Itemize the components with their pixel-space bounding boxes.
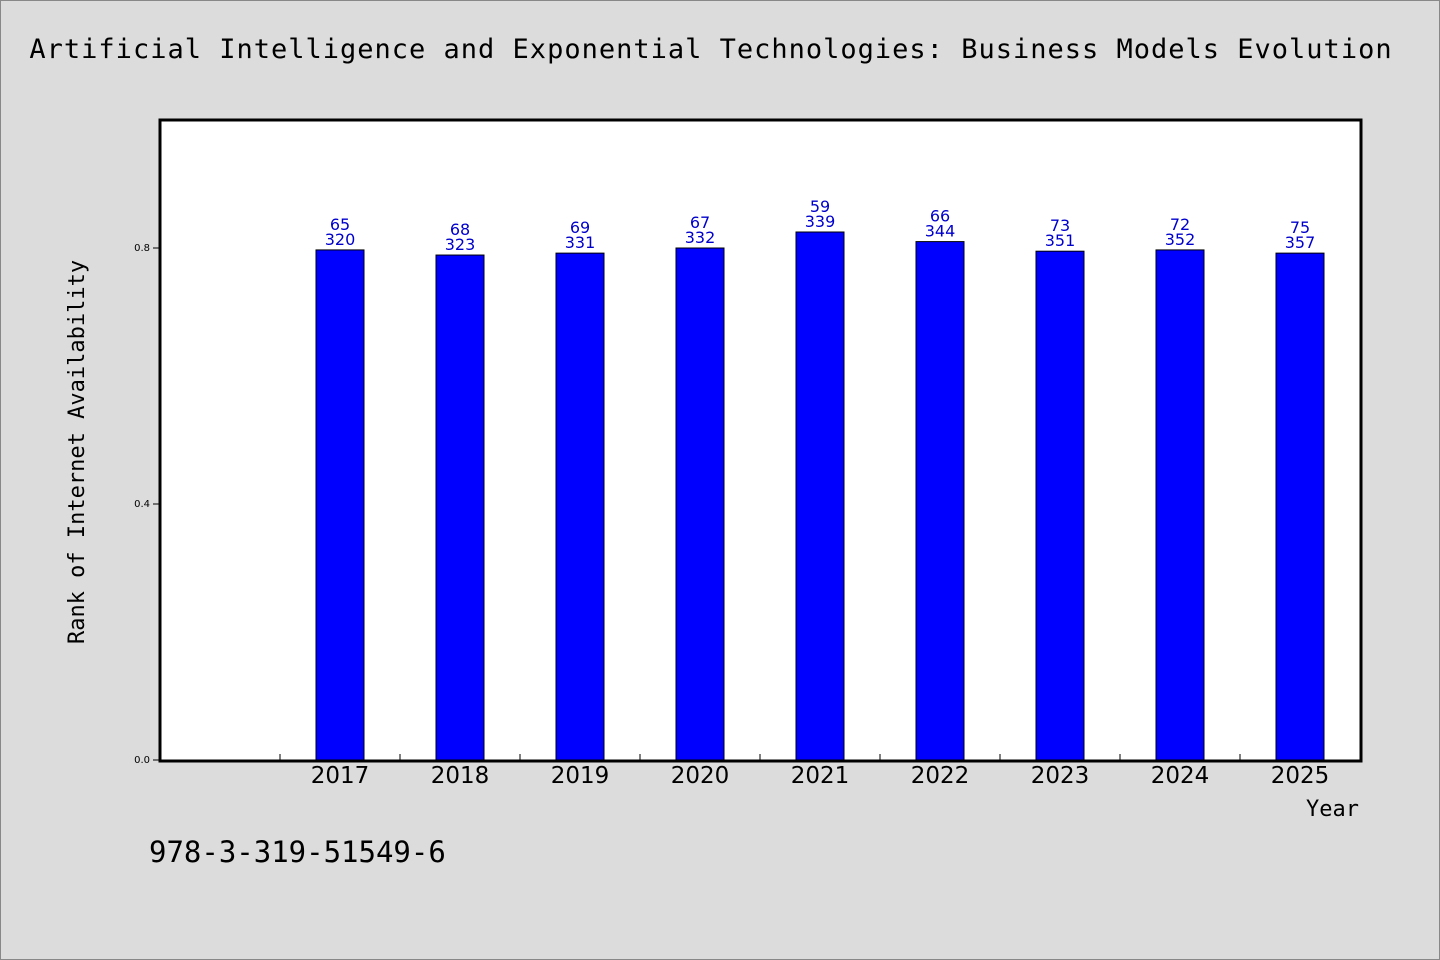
y-axis: 0.0 0.4 0.8: [134, 243, 160, 766]
bar-label-top: 73: [1050, 216, 1070, 235]
chart-title: Artificial Intelligence and Exponential …: [29, 34, 1393, 65]
bar-2024: [1155, 249, 1205, 761]
bar-2019: [555, 252, 605, 761]
bar-2018: [435, 254, 485, 761]
isbn-label: 978-3-319-51549-6: [149, 835, 446, 869]
y-axis-label: Rank of Internet Availability: [65, 260, 90, 644]
y-tick-label: 0.8: [134, 243, 150, 254]
bar-2022: [915, 241, 965, 761]
x-tick-label: 2020: [671, 763, 730, 789]
bar-label-top: 75: [1290, 218, 1310, 237]
bar-label-top: 65: [330, 215, 350, 234]
bar-label-bottom: 331: [565, 233, 596, 252]
y-tick-label: 0.0: [134, 755, 150, 766]
bar-label-top: 69: [570, 218, 590, 237]
bar-label-top: 68: [450, 220, 470, 239]
bar-label-top: 59: [810, 197, 830, 216]
x-tick-label: 2025: [1271, 763, 1330, 789]
y-tick-label: 0.4: [134, 499, 150, 510]
bar-label-top: 67: [690, 213, 710, 232]
bar-2020: [675, 247, 725, 761]
x-tick-label: 2023: [1031, 763, 1090, 789]
x-tick-label: 2019: [551, 763, 610, 789]
bar-label-bottom: 351: [1045, 231, 1076, 250]
bar-2025: [1275, 252, 1325, 761]
bar-label-top: 66: [930, 207, 950, 226]
bar-series: [315, 231, 1325, 761]
x-axis-label: Year: [1306, 797, 1359, 822]
x-tick-label: 2022: [911, 763, 970, 789]
bar-label-bottom: 352: [1165, 230, 1196, 249]
bar-label-bottom: 339: [805, 212, 836, 231]
bar-label-bottom: 332: [685, 228, 716, 247]
x-tick-label: 2018: [431, 763, 490, 789]
bar-2021: [795, 231, 845, 761]
x-tick-label: 2024: [1151, 763, 1210, 789]
bar-label-bottom: 357: [1285, 233, 1316, 252]
bar-label-bottom: 323: [445, 235, 476, 254]
x-tick-label: 2021: [791, 763, 850, 789]
bar-label-bottom: 320: [325, 230, 356, 249]
x-tick-label: 2017: [311, 763, 370, 789]
x-axis: 2017 2018 2019 2020 2021 2022 2023 2024 2025: [279, 754, 1361, 789]
bar-2023: [1035, 250, 1085, 761]
bar-label-bottom: 344: [925, 222, 956, 241]
bar-label-top: 72: [1170, 215, 1190, 234]
bar-2017: [315, 249, 365, 761]
